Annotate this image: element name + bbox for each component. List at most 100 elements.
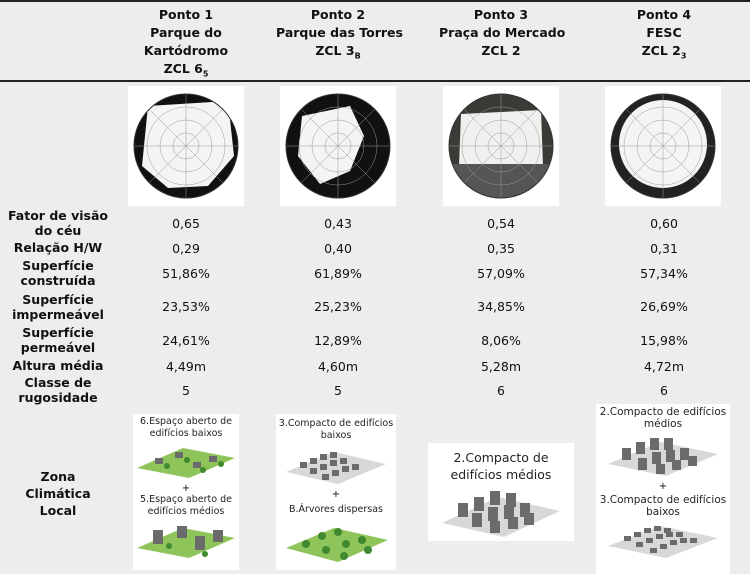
- row-label-impervious-surface: Superfície impermeável: [8, 292, 108, 322]
- zcl-sub: 3: [680, 51, 687, 61]
- point-name: Parque do: [150, 25, 222, 40]
- label-line: Altura média: [12, 358, 104, 373]
- label-line: Local: [39, 503, 77, 518]
- lcz-illustration-compact-low: [286, 452, 386, 484]
- point-id: Ponto 2: [310, 7, 366, 22]
- row-label-hw-ratio: Relação H/W: [8, 240, 108, 255]
- lcz-diagram-2: 3.Compacto de edifícios baixos + B.Árvor…: [276, 414, 396, 570]
- row-label-pervious-surface: Superfície permeável: [8, 325, 108, 355]
- point-zcl: ZCL 3B: [276, 42, 400, 66]
- lcz-caption: 3.Compacto de edifícios baixos: [278, 418, 394, 441]
- value-cell: 34,85%: [477, 299, 525, 314]
- point-name: Parque das Torres: [276, 25, 403, 40]
- point-id: Ponto 1: [158, 7, 214, 22]
- lcz-illustration-compact-mid: [442, 491, 560, 537]
- value-cell: 23,53%: [162, 299, 210, 314]
- lcz-illustration-open-low: [137, 448, 235, 478]
- value-cell: 15,98%: [640, 333, 688, 348]
- value-cell: 4,49m: [165, 359, 206, 374]
- lcz-caption: 2.Compacto de edifícios médios: [599, 406, 727, 430]
- value-cell: 57,09%: [477, 266, 525, 281]
- lcz-diagram-3: 2.Compacto de edifícios médios: [428, 443, 574, 541]
- value-cell: 5,28m: [480, 359, 521, 374]
- point-zcl: ZCL 65: [124, 60, 248, 84]
- value-cell: 0,31: [650, 241, 678, 256]
- value-cell: 24,61%: [162, 333, 210, 348]
- lcz-caption: B.Árvores dispersas: [288, 504, 383, 515]
- plus-sign: +: [658, 481, 668, 492]
- label-line: permeável: [20, 340, 96, 355]
- header-point-1: Ponto 1 Parque do Kartódromo ZCL 65: [124, 6, 248, 84]
- fisheye-photo-2: [280, 86, 396, 206]
- point-name: FESC: [646, 25, 682, 40]
- label-line: Relação H/W: [13, 240, 103, 255]
- lcz-caption: 2.Compacto de edifícios médios: [450, 450, 552, 482]
- point-zcl: ZCL 2: [439, 42, 563, 66]
- fisheye-photo-1: [128, 86, 244, 206]
- value-cell: 25,23%: [314, 299, 362, 314]
- value-cell: 0,29: [172, 241, 200, 256]
- value-cell: 6: [660, 383, 668, 398]
- value-cell: 57,34%: [640, 266, 688, 281]
- label-line: Superfície: [22, 292, 94, 307]
- label-line: construída: [20, 273, 96, 288]
- value-cell: 0,60: [650, 216, 678, 231]
- zcl-sub: B: [354, 51, 361, 61]
- lcz-diagram-4: 2.Compacto de edifícios médios + 3.Compa…: [596, 404, 730, 574]
- zcl-sub: 5: [202, 69, 209, 79]
- label-line: rugosidade: [18, 390, 98, 405]
- point-id: Ponto 3: [473, 7, 529, 22]
- header-point-2: Ponto 2 Parque das Torres ZCL 3B: [276, 6, 403, 66]
- value-cell: 6: [497, 383, 505, 398]
- lcz-illustration-scattered-trees: [286, 528, 388, 562]
- zcl-label: ZCL 6: [163, 61, 203, 76]
- table-header: [0, 0, 750, 82]
- label-line: Zona: [40, 469, 76, 484]
- value-cell: 0,35: [487, 241, 515, 256]
- fisheye-photo-4: [605, 86, 721, 206]
- value-cell: 26,69%: [640, 299, 688, 314]
- point-name: Praça do Mercado: [439, 25, 566, 40]
- label-line: Superfície: [22, 325, 94, 340]
- value-cell: 0,43: [324, 216, 352, 231]
- value-cell: 0,54: [487, 216, 515, 231]
- zcl-label: ZCL 2: [481, 43, 521, 58]
- label-line: Climática: [25, 486, 91, 501]
- value-cell: 5: [334, 383, 342, 398]
- row-label-built-surface: Superfície construída: [8, 258, 108, 288]
- point-zcl: ZCL 23: [602, 42, 726, 66]
- row-label-sky-view-factor: Fator de visão do céu: [8, 208, 108, 238]
- value-cell: 0,40: [324, 241, 352, 256]
- label-line: Fator de visão: [8, 208, 108, 223]
- row-label-mean-height: Altura média: [8, 358, 108, 373]
- fisheye-photo-3: [443, 86, 559, 206]
- lcz-diagram-1: 6.Espaço aberto de edifícios baixos + 5.…: [133, 414, 239, 570]
- zcl-label: ZCL 3: [315, 43, 355, 58]
- lcz-caption: 5.Espaço aberto de edifícios médios: [140, 494, 232, 517]
- label-line: do céu: [34, 223, 82, 238]
- value-cell: 5: [182, 383, 190, 398]
- lcz-illustration-compact-mid-2: [608, 438, 718, 476]
- point-id: Ponto 4: [636, 7, 692, 22]
- zcl-label: ZCL 2: [641, 43, 681, 58]
- plus-sign: +: [181, 483, 191, 494]
- lcz-illustration-open-mid: [137, 526, 235, 558]
- point-name-2: Kartódromo: [143, 43, 229, 58]
- lcz-illustration-compact-low-2: [608, 526, 718, 558]
- label-line: Superfície: [22, 258, 94, 273]
- plus-sign: +: [331, 489, 341, 500]
- value-cell: 51,86%: [162, 266, 210, 281]
- value-cell: 4,60m: [317, 359, 358, 374]
- value-cell: 61,89%: [314, 266, 362, 281]
- label-line: impermeável: [12, 307, 104, 322]
- row-label-roughness-class: Classe de rugosidade: [8, 375, 108, 405]
- value-cell: 0,65: [172, 216, 200, 231]
- value-cell: 4,72m: [643, 359, 684, 374]
- header-point-3: Ponto 3 Praça do Mercado ZCL 2: [439, 6, 566, 66]
- lcz-caption: 6.Espaço aberto de edifícios baixos: [140, 416, 232, 439]
- label-line: Classe de: [24, 375, 92, 390]
- value-cell: 8,06%: [481, 333, 521, 348]
- value-cell: 12,89%: [314, 333, 362, 348]
- header-point-4: Ponto 4 FESC ZCL 23: [602, 6, 726, 66]
